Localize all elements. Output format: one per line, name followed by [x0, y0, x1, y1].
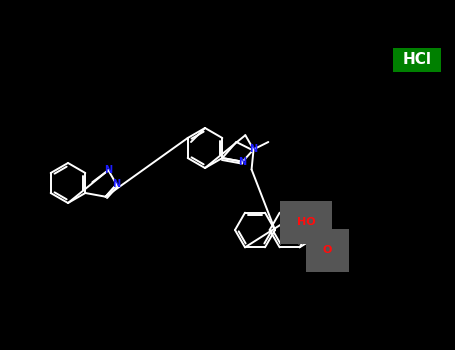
Text: HO: HO	[297, 217, 316, 227]
Text: N: N	[112, 180, 121, 189]
Text: N: N	[238, 157, 247, 167]
Text: N: N	[104, 165, 112, 175]
Text: HCl: HCl	[403, 52, 431, 68]
Text: N: N	[249, 145, 258, 154]
FancyBboxPatch shape	[393, 48, 441, 72]
Text: O: O	[323, 245, 332, 255]
